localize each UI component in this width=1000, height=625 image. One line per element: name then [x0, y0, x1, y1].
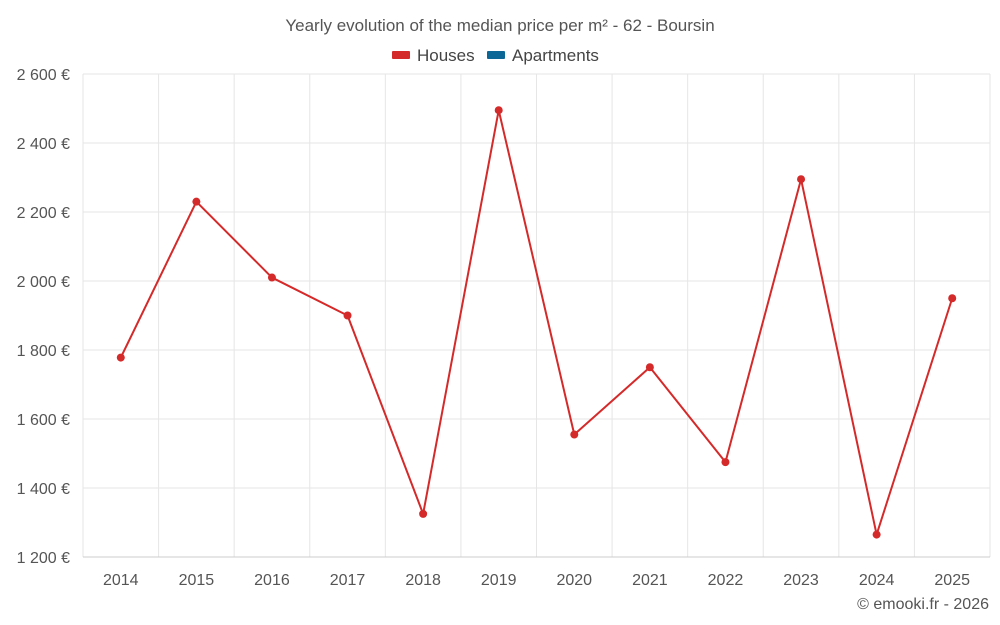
data-point[interactable] — [948, 294, 957, 303]
y-tick-label: 2 000 € — [17, 274, 70, 291]
legend-label-houses: Houses — [417, 46, 475, 65]
data-point[interactable] — [116, 353, 125, 362]
x-tick-label: 2022 — [708, 572, 744, 589]
x-tick-label: 2014 — [103, 572, 139, 589]
legend: Houses Apartments — [392, 46, 599, 65]
chart-title: Yearly evolution of the median price per… — [285, 16, 714, 35]
data-point[interactable] — [192, 197, 201, 206]
data-point[interactable] — [721, 458, 730, 467]
axes: 1 200 € 1 400 € 1 600 € 1 800 € 2 000 € 2 200… — [17, 67, 990, 589]
legend-label-apartments: Apartments — [512, 46, 599, 65]
y-tick-label: 2 600 € — [17, 67, 70, 84]
y-tick-label: 1 400 € — [17, 481, 70, 498]
data-point[interactable] — [494, 106, 503, 115]
y-tick-label: 2 200 € — [17, 205, 70, 222]
x-tick-label: 2021 — [632, 572, 668, 589]
data-point[interactable] — [872, 530, 881, 539]
y-tick-label: 1 200 € — [17, 550, 70, 567]
legend-item-houses[interactable]: Houses — [392, 46, 475, 65]
x-tick-label: 2020 — [556, 572, 592, 589]
legend-swatch-apartments — [487, 51, 505, 59]
data-point[interactable] — [645, 363, 654, 372]
data-point[interactable] — [570, 430, 579, 439]
y-tick-label: 1 800 € — [17, 343, 70, 360]
data-point[interactable] — [419, 509, 428, 518]
y-tick-label: 2 400 € — [17, 136, 70, 153]
x-tick-label: 2016 — [254, 572, 290, 589]
series-line-houses — [119, 109, 954, 536]
legend-swatch-houses — [392, 51, 410, 59]
grid — [82, 73, 991, 558]
data-point[interactable] — [797, 175, 806, 184]
y-tick-label: 1 600 € — [17, 412, 70, 429]
x-tick-label: 2023 — [783, 572, 819, 589]
x-tick-label: 2019 — [481, 572, 517, 589]
x-tick-label: 2024 — [859, 572, 895, 589]
x-tick-label: 2015 — [179, 572, 215, 589]
x-tick-label: 2025 — [934, 572, 970, 589]
series-houses — [116, 106, 957, 539]
data-point[interactable] — [267, 273, 276, 282]
data-point[interactable] — [343, 311, 352, 320]
x-tick-label: 2017 — [330, 572, 366, 589]
x-tick-label: 2018 — [405, 572, 441, 589]
legend-item-apartments[interactable]: Apartments — [487, 46, 599, 65]
credit-text: © emooki.fr - 2026 — [857, 596, 989, 613]
